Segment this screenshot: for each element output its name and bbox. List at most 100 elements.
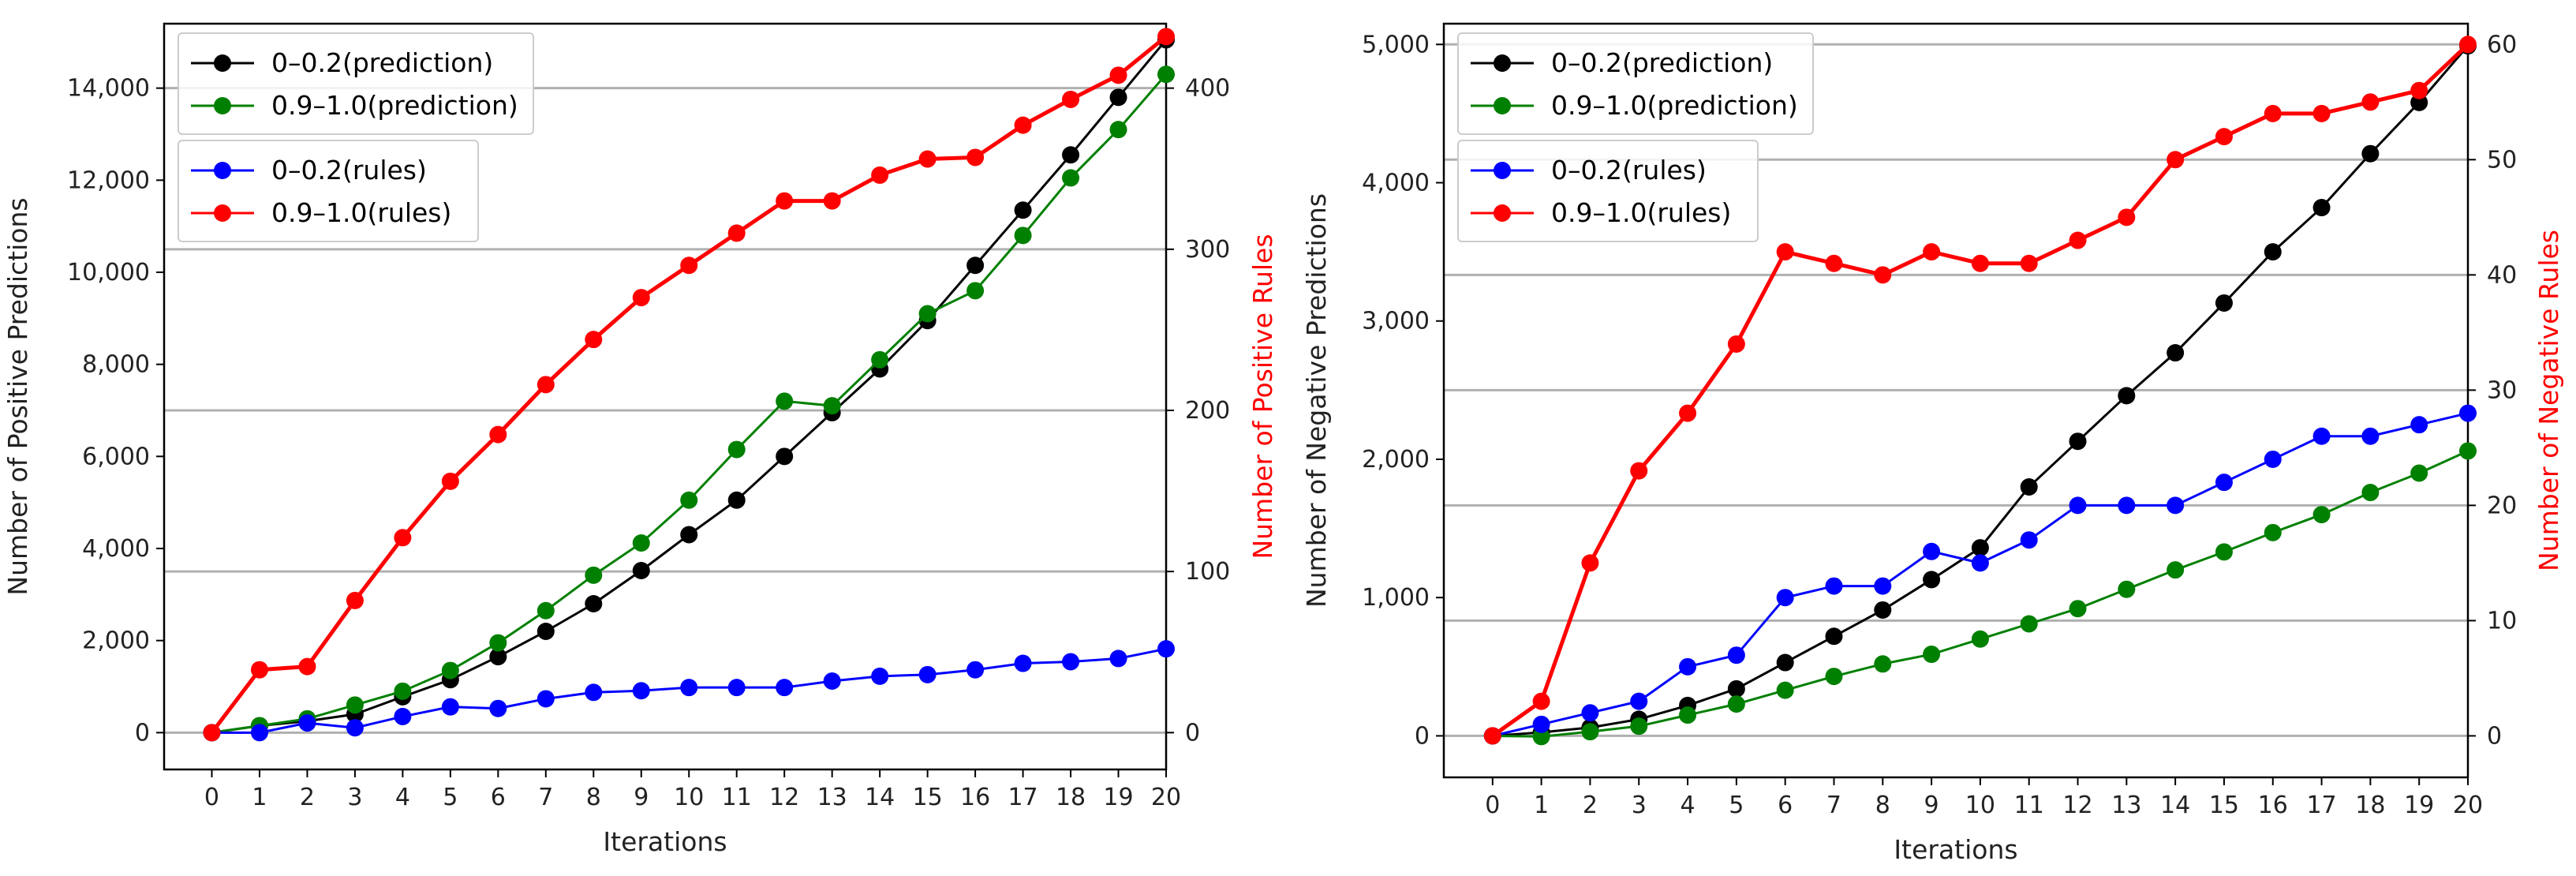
data-point — [1157, 28, 1175, 46]
x-tick-label: 0 — [204, 784, 219, 811]
y-right-tick-label: 200 — [1185, 397, 1230, 425]
legend-box — [178, 32, 534, 135]
y-left-tick-label: 0 — [135, 719, 150, 747]
data-point — [2361, 484, 2380, 502]
x-tick-label: 3 — [1632, 792, 1647, 819]
y-right-axis-label: Number of Negative Rules — [2533, 230, 2564, 571]
negative-chart-panel: 0 1 2 3 4 5 6 7 8 9 10 11 12 13 14 15 16 17 18 19 2001,0002,… — [1301, 22, 2564, 865]
data-point — [1581, 723, 1599, 741]
series-line — [1492, 412, 2469, 737]
data-point — [871, 350, 889, 369]
data-point — [1581, 704, 1599, 722]
x-tick-label: 3 — [347, 784, 362, 811]
data-point — [298, 657, 316, 676]
y-left-tick-label: 2,000 — [82, 627, 150, 655]
data-point — [2215, 543, 2233, 561]
x-tick-label: 4 — [395, 784, 410, 811]
x-tick-label: 1 — [252, 784, 267, 811]
x-tick-label: 14 — [865, 784, 895, 811]
x-tick-label: 5 — [443, 784, 458, 811]
x-tick-label: 8 — [586, 784, 601, 811]
legend-marker — [1494, 54, 1511, 72]
legend-marker — [214, 204, 231, 222]
data-point — [2264, 104, 2282, 122]
x-tick-label: 14 — [2160, 792, 2190, 819]
data-point — [966, 282, 985, 300]
legend-marker — [1494, 97, 1511, 114]
data-point — [966, 256, 985, 275]
data-point — [537, 376, 555, 394]
data-point — [585, 331, 603, 349]
data-point — [2361, 93, 2380, 111]
x-tick-label: 7 — [1826, 792, 1841, 819]
y-right-tick-label: 20 — [2487, 492, 2517, 519]
data-point — [1014, 201, 1032, 219]
y-left-tick-label: 0 — [1415, 722, 1430, 750]
data-point — [2069, 496, 2087, 515]
y-left-tick-label: 4,000 — [82, 535, 150, 563]
data-point — [1062, 169, 1080, 187]
data-point — [489, 634, 507, 652]
x-tick-label: 13 — [817, 784, 847, 811]
y-left-tick-label: 3,000 — [1362, 308, 1430, 335]
data-point — [1874, 577, 1892, 595]
data-point — [1630, 717, 1648, 736]
data-point — [680, 491, 698, 509]
data-point — [2312, 104, 2331, 122]
data-point — [2167, 561, 2185, 579]
data-point — [2020, 531, 2038, 549]
x-tick-label: 18 — [2355, 792, 2385, 819]
data-point — [918, 150, 937, 168]
x-tick-label: 17 — [1008, 784, 1038, 811]
y-right-tick-label: 300 — [1185, 236, 1230, 264]
data-point — [346, 591, 364, 609]
legend-marker — [214, 54, 231, 72]
data-point — [727, 679, 746, 697]
data-point — [1630, 462, 1648, 480]
legend-box — [1457, 140, 1759, 242]
data-point — [871, 166, 889, 184]
data-point — [2361, 427, 2380, 445]
data-point — [1776, 681, 1794, 699]
data-point — [489, 425, 507, 444]
x-tick-label: 8 — [1875, 792, 1890, 819]
data-point — [537, 690, 555, 708]
data-point — [823, 397, 841, 415]
data-point — [585, 595, 603, 612]
data-point — [2020, 615, 2038, 633]
data-point — [2069, 432, 2087, 451]
data-point — [585, 566, 603, 584]
legend-label: 0.9–1.0(prediction) — [1551, 90, 1798, 121]
positive-chart-panel: 0 1 2 3 4 5 6 7 8 9 10 11 12 13 14 15 16 17 18 19 2002,0004,… — [2, 22, 1278, 857]
data-point — [2069, 600, 2087, 618]
data-point — [1062, 90, 1080, 108]
data-point — [2410, 81, 2428, 99]
data-point — [2264, 243, 2282, 261]
plot-frame — [163, 22, 1168, 771]
data-point — [632, 682, 650, 700]
data-point — [1971, 539, 1989, 557]
data-point — [2410, 464, 2428, 482]
legend-label: 0.9–1.0(rules) — [1551, 197, 1731, 228]
data-point — [1062, 146, 1080, 164]
data-point — [1923, 542, 1941, 560]
data-point — [632, 534, 650, 552]
legend-marker — [1494, 204, 1511, 222]
data-point — [250, 661, 268, 679]
y-left-tick-label: 4,000 — [1362, 170, 1430, 197]
y-right-axis-label: Number of Positive Rules — [1247, 234, 1278, 559]
data-point — [2020, 254, 2038, 272]
data-point — [966, 661, 985, 679]
data-point — [823, 672, 841, 690]
data-point — [1630, 692, 1648, 710]
data-point — [441, 661, 459, 679]
legend-label: 0–0.2(prediction) — [271, 47, 493, 78]
data-point — [1825, 627, 1843, 646]
data-point — [1483, 727, 1501, 745]
data-point — [1014, 654, 1032, 672]
data-point — [2167, 151, 2185, 169]
data-point — [1874, 266, 1892, 284]
x-tick-label: 15 — [2209, 792, 2239, 819]
data-point — [2264, 450, 2282, 468]
